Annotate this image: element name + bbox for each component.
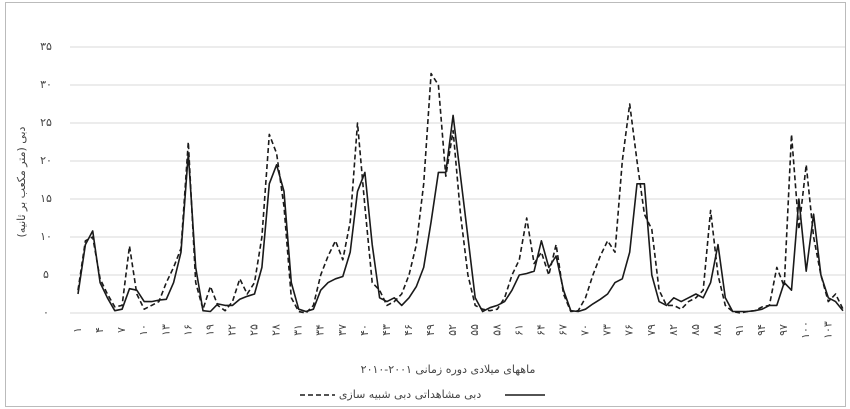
- x-tick-label: ۵۸: [490, 324, 503, 336]
- legend-label: دبی شبیه سازی: [339, 388, 411, 401]
- y-tick-label: ۲۰: [40, 154, 52, 167]
- y-tick-label: ۳۰: [40, 78, 52, 91]
- x-tick-label: ۸۸: [711, 324, 724, 336]
- x-tick-label: ۱۰: [137, 324, 150, 336]
- x-tick-label: ۱: [71, 327, 84, 333]
- x-tick-label: ۲۲: [225, 324, 238, 336]
- x-tick-label: ۹۴: [755, 324, 768, 336]
- x-tick-label: ۵۲: [446, 324, 459, 336]
- x-tick-label: ۴۹: [424, 324, 437, 336]
- x-tick-label: ۷۳: [601, 324, 614, 336]
- x-tick-label: ۴۳: [380, 324, 393, 336]
- x-tick-label: ۹۷: [777, 324, 790, 336]
- y-tick-label: ۳۵: [40, 40, 52, 53]
- x-tick-label: ۷۹: [645, 324, 658, 336]
- x-tick-label: ۲۵: [248, 324, 261, 336]
- x-tick-label: ۶۷: [556, 324, 569, 336]
- series-line: [77, 72, 844, 314]
- x-tick-label: ۴۶: [402, 324, 415, 336]
- x-tick-label: ۶۴: [534, 324, 547, 336]
- x-tick-label: ۷: [115, 327, 128, 333]
- x-tick-label: ۱۰۰: [799, 321, 812, 339]
- y-tick-label: ۱۰: [40, 230, 52, 243]
- x-tick-label: ۶۱: [512, 324, 525, 336]
- x-tick-label: ۷۰: [579, 324, 592, 336]
- x-tick-label: ۲۸: [270, 324, 283, 336]
- series-line: [77, 114, 844, 313]
- legend-label: دبی مشاهداتی: [415, 388, 482, 401]
- x-tick-label: ۳۷: [336, 324, 349, 336]
- chart-frame: [5, 2, 846, 407]
- y-tick-label: ۵: [43, 268, 49, 281]
- x-tick-label: ۸۵: [689, 324, 702, 336]
- y-tick-label: ۰: [43, 306, 49, 319]
- x-tick-label: ۸۲: [667, 324, 680, 336]
- x-tick-label: ۴۰: [358, 324, 371, 336]
- y-axis-title: دبی (متر مکعب بر ثانیه): [15, 126, 28, 237]
- x-tick-label: ۳۴: [314, 324, 327, 336]
- x-axis-title: ماههای میلادی دوره زمانی ۲۰۰۱-۲۰۱۰: [361, 363, 536, 376]
- y-tick-label: ۲۵: [40, 116, 52, 129]
- x-tick-label: ۴: [93, 327, 106, 333]
- x-tick-label: ۱۳: [159, 324, 172, 336]
- x-tick-label: ۱۶: [181, 324, 194, 336]
- x-tick-label: ۳۱: [292, 324, 305, 336]
- x-tick-label: ۹۱: [733, 324, 746, 336]
- x-tick-label: ۷۶: [623, 324, 636, 336]
- x-tick-label: ۵۵: [468, 324, 481, 336]
- x-tick-label: ۱۰۳: [821, 321, 834, 339]
- y-tick-label: ۱۵: [40, 192, 52, 205]
- x-tick-label: ۱۹: [203, 324, 216, 336]
